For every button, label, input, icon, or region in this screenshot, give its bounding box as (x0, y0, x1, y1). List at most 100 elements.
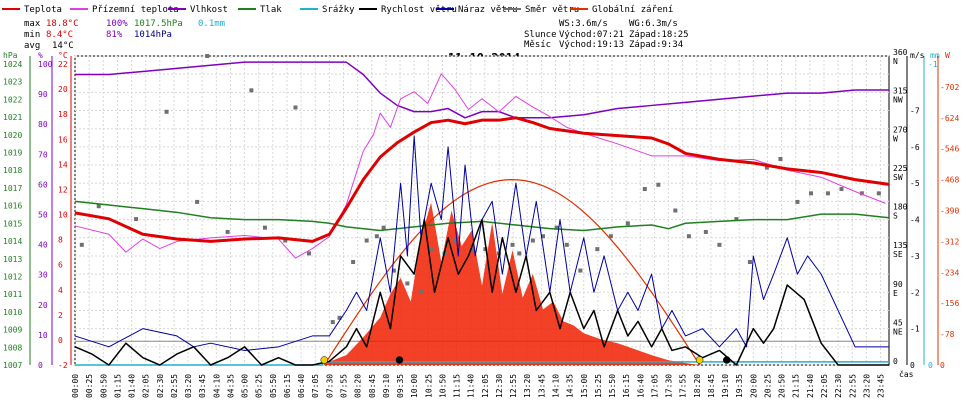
time-tick-label: 01:15 (113, 374, 122, 398)
rain-tick-label: 0 (928, 361, 933, 370)
sunrise-marker (320, 356, 329, 364)
time-tick-label: 05:50 (269, 374, 278, 398)
stats-max-label: max (24, 19, 41, 29)
wind-speed-tick-label: -2 (910, 288, 920, 297)
axes-layer: 1024102310221021102010191018101710161015… (3, 48, 959, 398)
radiation-tick-label: -390 (940, 207, 959, 216)
time-tick-label: 05:25 (255, 374, 264, 398)
time-tick-label: 22:30 (834, 374, 843, 398)
temperature-tick-label: 10 (58, 211, 68, 220)
sunrise-text: Východ:07:21 (559, 30, 624, 40)
stats-min-hum: 81% (106, 30, 123, 40)
temperature-tick-label: 0 (58, 336, 63, 345)
legend-label: Rychlost větru (381, 5, 457, 15)
time-tick-label: 08:20 (354, 374, 363, 398)
time-tick-label: 12:05 (481, 374, 490, 398)
time-tick-label: 19:35 (735, 374, 744, 398)
wind-direction-point (541, 234, 546, 239)
legend: Teplota Přízemní teplota Vlhkost Tlak Srážky… (2, 5, 673, 15)
wind-direction-point (225, 229, 230, 234)
time-tick-label: 13:20 (523, 374, 532, 398)
time-tick-label: 07:30 (325, 374, 334, 398)
wind-speed-line (74, 218, 889, 366)
pressure-tick-label: 1010 (3, 308, 22, 317)
wind-speed-tick-label: -7 (910, 107, 920, 116)
time-tick-label: 17:55 (679, 374, 688, 398)
wind-direction-point (578, 268, 583, 273)
radiation-tick-label: -78 (940, 330, 955, 339)
time-tick-label: 13:45 (537, 374, 546, 398)
unit-direction: m/s (910, 51, 925, 60)
radiation-tick-label: -468 (940, 176, 959, 185)
humidity-tick-label: 90 (38, 90, 48, 99)
wind-direction-point (530, 238, 535, 243)
wind-gust-line (74, 135, 889, 351)
time-tick-label: 15:00 (580, 374, 589, 398)
legend-label: Náraz větru (458, 5, 518, 15)
temperature-tick-label: 22 (58, 60, 68, 69)
time-tick-label: 12:55 (509, 374, 518, 398)
time-tick-label: 06:40 (297, 374, 306, 398)
rain-tick-label: -1 (928, 60, 938, 69)
time-tick-label: 02:30 (156, 374, 165, 398)
temperature-tick-label: 6 (58, 261, 63, 270)
wind-direction-point (330, 320, 335, 325)
pressure-tick-label: 1023 (3, 78, 22, 87)
time-tick-label: 09:10 (382, 374, 391, 398)
time-tick-label: 05:00 (241, 374, 250, 398)
wind-direction-point (79, 242, 84, 247)
wind-direction-point (734, 217, 739, 222)
moonrise-text: Východ:19:13 (559, 40, 624, 50)
time-tick-label: 15:50 (608, 374, 617, 398)
wind-direction-point (517, 251, 522, 256)
time-tick-label: 09:35 (396, 374, 405, 398)
wind-direction-point (876, 191, 881, 196)
stats-block: max 18.8°C 100% 1017.5hPa 0.1mm min 8.4°… (24, 19, 225, 51)
radiation-tick-label: -624 (940, 114, 959, 123)
pressure-tick-label: 1019 (3, 149, 22, 158)
direction-compass-label: S (893, 212, 898, 221)
direction-compass-label: N (893, 57, 898, 66)
sun-label: Slunce (524, 30, 557, 40)
time-tick-label: 17:30 (665, 374, 674, 398)
time-tick-label: 12:30 (495, 374, 504, 398)
humidity-tick-label: 10 (38, 331, 48, 340)
pressure-tick-label: 1016 (3, 202, 22, 211)
pressure-tick-label: 1017 (3, 184, 22, 193)
legend-label: Vlhkost (190, 5, 228, 15)
wind-direction-point (686, 234, 691, 239)
time-tick-label: 23:45 (877, 374, 886, 398)
direction-compass-label: E (893, 289, 898, 298)
unit-hpa: hPa (3, 51, 18, 60)
time-tick-label: 03:45 (198, 374, 207, 398)
time-tick-label: 10:50 (438, 374, 447, 398)
wind-direction-point (554, 225, 559, 230)
direction-compass-label: NW (893, 96, 903, 105)
time-tick-label: 20:50 (778, 374, 787, 398)
humidity-tick-label: 50 (38, 211, 48, 220)
sunset-text: Západ:18:25 (629, 30, 689, 40)
wind-direction-point (608, 234, 613, 239)
wind-direction-point (452, 238, 457, 243)
direction-tick-label: 270 (893, 125, 908, 134)
time-tick-label: 18:45 (707, 374, 716, 398)
wind-speed-tick-label: 0 (910, 361, 915, 370)
humidity-tick-label: 20 (38, 301, 48, 310)
direction-compass-label: SE (893, 250, 903, 259)
wind-direction-point (625, 221, 630, 226)
direction-tick-label: 225 (893, 164, 908, 173)
legend-label: Teplota (24, 5, 62, 15)
temperature-line (74, 116, 890, 243)
time-tick-label: 16:40 (636, 374, 645, 398)
wind-direction-point (778, 157, 783, 161)
legend-label: Globální záření (592, 5, 673, 15)
pressure-tick-label: 1007 (3, 361, 22, 370)
wind-direction-point (595, 247, 600, 252)
time-tick-label: 15:25 (594, 374, 603, 398)
moonset-marker (395, 356, 404, 364)
wind-direction-point (307, 251, 312, 256)
wind-direction-point (859, 191, 864, 196)
humidity-tick-label: 0 (38, 361, 43, 370)
time-tick-label: 00:25 (85, 374, 94, 398)
